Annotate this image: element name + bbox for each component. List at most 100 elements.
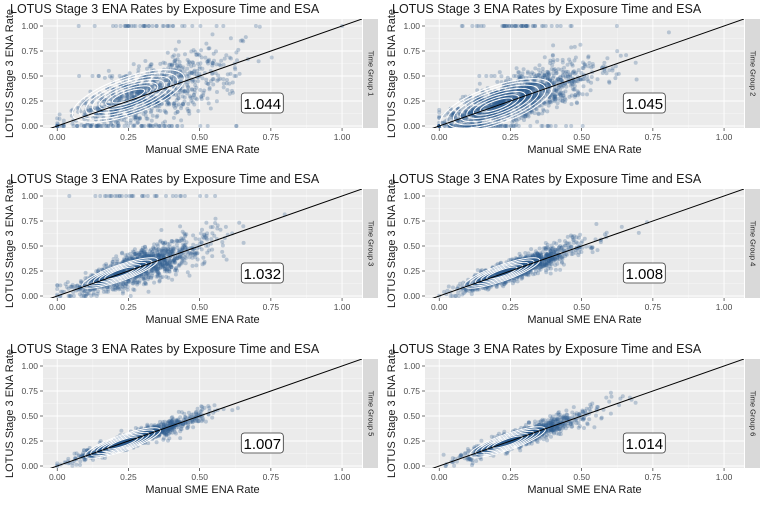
- data-point: [544, 72, 549, 77]
- data-point: [215, 226, 220, 231]
- data-point: [205, 59, 210, 64]
- data-point: [221, 77, 226, 82]
- data-point: [475, 107, 480, 112]
- data-point: [94, 294, 99, 298]
- data-point: [96, 74, 101, 78]
- data-point: [175, 245, 180, 250]
- chart-panel-2: LOTUS Stage 3 ENA Rates by Exposure Time…: [382, 0, 764, 168]
- data-point: [505, 124, 509, 128]
- data-point: [141, 272, 146, 277]
- data-point: [530, 86, 535, 91]
- data-point: [57, 116, 62, 121]
- data-point: [141, 250, 146, 255]
- data-point: [219, 58, 224, 63]
- data-point: [149, 275, 154, 280]
- data-point: [197, 237, 202, 242]
- data-point: [578, 77, 583, 82]
- data-point: [189, 49, 194, 54]
- data-point: [166, 100, 171, 105]
- x-tick-label: 0.00: [49, 302, 66, 312]
- data-point: [102, 99, 107, 104]
- data-point: [526, 24, 530, 28]
- data-point: [525, 260, 530, 265]
- data-point: [167, 62, 172, 67]
- data-point: [180, 258, 185, 263]
- data-point: [188, 95, 193, 100]
- x-tick-label: 0.00: [431, 132, 448, 142]
- data-point: [124, 255, 129, 260]
- data-point: [205, 81, 210, 86]
- data-point: [185, 74, 190, 79]
- data-point: [464, 288, 469, 293]
- data-point: [610, 68, 615, 73]
- data-point: [137, 252, 142, 257]
- data-point: [151, 124, 156, 128]
- data-point: [164, 78, 169, 83]
- data-point: [551, 259, 556, 264]
- data-point: [142, 194, 147, 198]
- data-point: [114, 120, 118, 125]
- data-point: [206, 61, 211, 66]
- data-point: [497, 100, 502, 105]
- data-point: [182, 95, 187, 100]
- data-point: [163, 260, 168, 265]
- data-point: [543, 254, 548, 259]
- data-point: [555, 257, 560, 262]
- data-point: [183, 255, 187, 259]
- data-point: [155, 274, 160, 279]
- data-point: [595, 77, 600, 82]
- data-point: [517, 88, 522, 93]
- data-point: [149, 247, 153, 252]
- data-point: [176, 74, 181, 79]
- data-point: [571, 79, 576, 84]
- data-point: [100, 275, 104, 280]
- ratio-label-box: [622, 92, 666, 114]
- data-point: [166, 101, 171, 106]
- data-point: [154, 124, 159, 128]
- data-point: [163, 266, 168, 271]
- data-point: [562, 248, 566, 253]
- data-point: [457, 124, 462, 128]
- data-point: [540, 75, 545, 80]
- data-point: [154, 274, 159, 279]
- data-point: [184, 232, 189, 237]
- data-point: [486, 286, 491, 291]
- data-point: [159, 265, 164, 270]
- data-point: [241, 240, 246, 245]
- data-point: [168, 248, 173, 253]
- data-point: [179, 106, 183, 111]
- data-point: [188, 251, 193, 256]
- data-point: [171, 77, 176, 82]
- data-point: [155, 249, 160, 254]
- data-point: [459, 288, 464, 293]
- data-point: [476, 24, 481, 28]
- data-point: [171, 101, 176, 106]
- data-point: [92, 106, 97, 111]
- data-point: [519, 254, 523, 259]
- data-point: [158, 261, 163, 266]
- data-point: [125, 94, 130, 99]
- data-point: [538, 261, 543, 266]
- data-point: [569, 252, 574, 257]
- data-point: [537, 97, 542, 101]
- data-point: [499, 99, 504, 104]
- data-point: [194, 97, 199, 102]
- data-point: [572, 44, 577, 49]
- data-point: [567, 94, 572, 99]
- data-point: [554, 92, 559, 97]
- data-point: [550, 78, 555, 83]
- data-point: [168, 251, 173, 256]
- y-tick-label: 0.00: [21, 291, 38, 301]
- data-point: [117, 287, 121, 292]
- data-point: [495, 100, 500, 105]
- data-point: [206, 82, 211, 86]
- data-point: [121, 289, 125, 294]
- data-point: [551, 60, 556, 64]
- data-point: [151, 252, 156, 256]
- data-point: [496, 101, 501, 106]
- data-point: [140, 89, 144, 94]
- data-point: [525, 24, 529, 28]
- data-point: [132, 247, 137, 252]
- data-point: [157, 82, 162, 87]
- data-point: [464, 287, 468, 292]
